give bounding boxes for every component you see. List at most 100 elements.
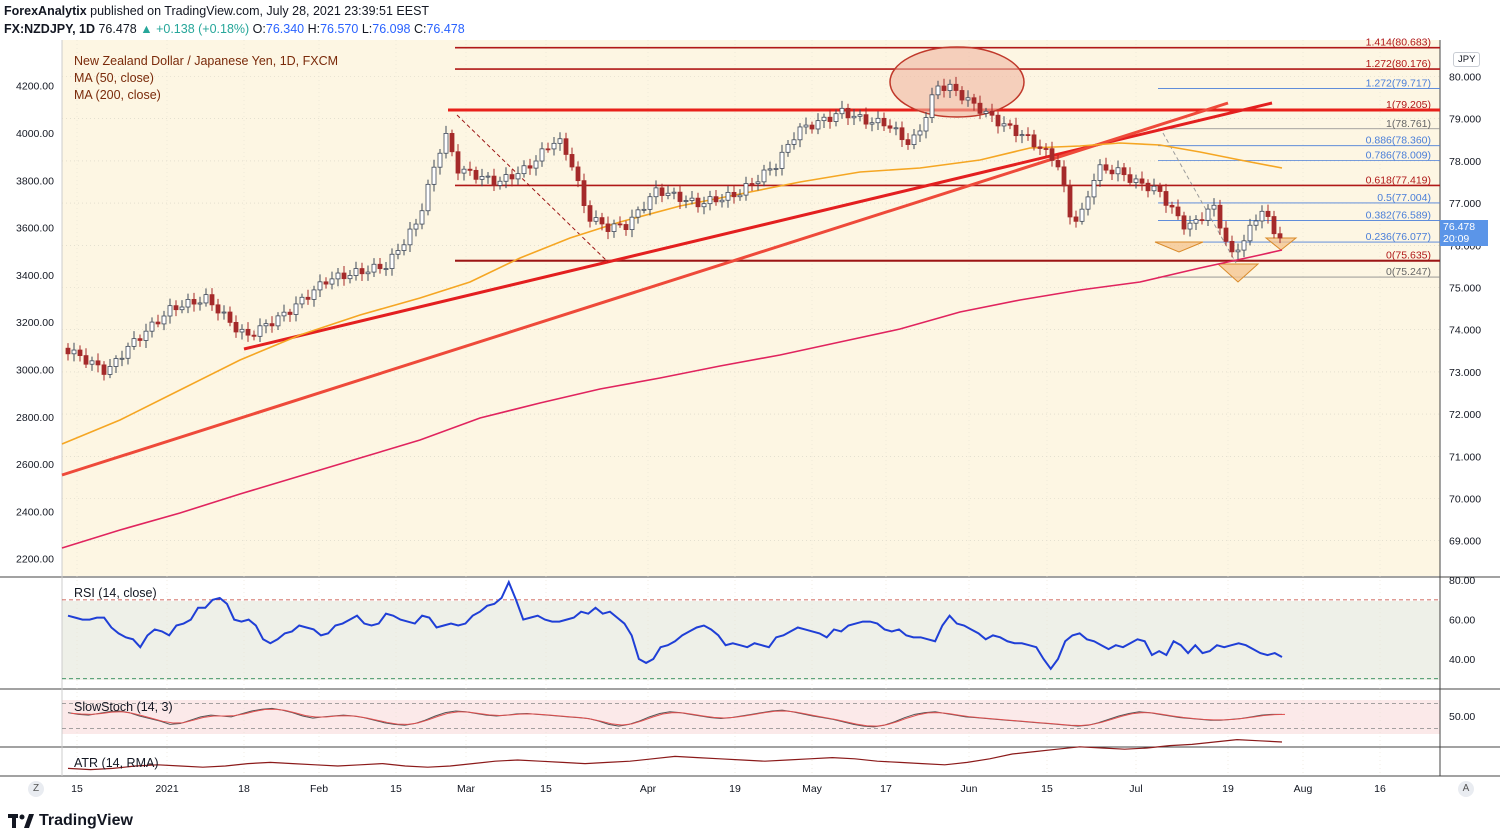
candle-body [77, 349, 83, 357]
candle-body [515, 173, 521, 180]
fib-label: 0.236(76.077) [1366, 231, 1431, 243]
zoom-icon[interactable]: Z [28, 781, 44, 797]
candle-body [257, 325, 263, 337]
candle-body [581, 180, 587, 206]
candle-body [1043, 148, 1049, 150]
symbol-line: FX:NZDJPY, 1D 76.478 ▲ +0.138 (+0.18%) O… [4, 22, 465, 36]
candle-body [449, 133, 455, 153]
candle-body [125, 345, 131, 359]
candle-body [1109, 169, 1115, 175]
candle-body [905, 139, 911, 145]
atr-pane-bg [62, 748, 1440, 776]
candle-body [1091, 180, 1097, 198]
left-axis-tick: 2400.00 [16, 506, 54, 518]
candle-body [65, 347, 71, 355]
last-price: 76.478 [98, 22, 137, 36]
candle-body [131, 338, 137, 347]
time-axis-tick: Apr [640, 783, 657, 795]
legend-rsi[interactable]: RSI (14, close) [74, 586, 157, 600]
publisher-name[interactable]: ForexAnalytix [4, 4, 87, 18]
legend-title[interactable]: New Zealand Dollar / Japanese Yen, 1D, F… [74, 54, 339, 68]
fib-label: 0.786(78.009) [1366, 150, 1431, 162]
candle-body [1223, 227, 1229, 242]
candle-body [335, 272, 341, 280]
time-axis-tick: Mar [457, 783, 476, 795]
candle-body [245, 328, 251, 336]
price-axis-tick: 72.000 [1449, 409, 1481, 421]
candle-body [1031, 134, 1037, 148]
candle-body [485, 175, 491, 178]
time-axis-tick: May [802, 783, 823, 795]
candle-body [161, 315, 167, 325]
legend-atr[interactable]: ATR (14, RMA) [74, 756, 159, 770]
candle-body [431, 166, 437, 185]
auto-scale-icon[interactable]: A [1458, 781, 1474, 797]
fib-label: 0.382(76.589) [1366, 209, 1431, 221]
time-axis-tick: Aug [1294, 783, 1313, 795]
time-axis-tick: 16 [1374, 783, 1386, 795]
candle-body [119, 357, 125, 360]
candle-body [533, 160, 539, 169]
candle-body [833, 113, 839, 122]
candle-body [959, 90, 965, 101]
candle-body [1001, 123, 1007, 127]
candle-body [683, 200, 689, 202]
legend-stoch[interactable]: SlowStoch (14, 3) [74, 700, 173, 714]
time-axis-tick: Feb [310, 783, 328, 795]
currency-badge[interactable]: JPY [1453, 52, 1481, 67]
candle-body [569, 154, 575, 168]
candle-body [473, 169, 479, 180]
left-axis-tick: 3200.00 [16, 317, 54, 329]
candle-body [923, 117, 929, 132]
candle-body [617, 223, 623, 226]
candle-body [689, 197, 695, 201]
time-axis-tick: 15 [390, 783, 402, 795]
candle-body [521, 165, 527, 175]
time-axis-tick: Jun [961, 783, 978, 795]
price-axis-tick: 77.000 [1449, 198, 1481, 210]
candle-body [389, 253, 395, 269]
rsi-band [62, 601, 1440, 680]
rsi-axis-tick: 40.00 [1449, 654, 1475, 666]
candle-body [1007, 123, 1013, 126]
candle-body [935, 85, 941, 96]
candle-body [1277, 233, 1283, 239]
candle-body [395, 250, 401, 255]
candle-body [947, 83, 953, 91]
footer-brand-text: TradingView [39, 812, 133, 829]
candle-body [1121, 167, 1127, 176]
candle-body [1217, 204, 1223, 229]
up-arrow-icon: ▲ [140, 22, 153, 36]
candle-body [359, 268, 365, 275]
candle-body [815, 120, 821, 130]
fib-label: 1.414(80.683) [1366, 37, 1431, 49]
open-value: 76.340 [265, 22, 305, 36]
legend-ma200[interactable]: MA (200, close) [74, 88, 161, 102]
candle-body [893, 127, 899, 130]
candle-body [437, 152, 443, 168]
candle-body [1049, 148, 1055, 161]
candle-body [977, 102, 983, 114]
candle-body [233, 321, 239, 333]
low-value: 76.098 [372, 22, 411, 36]
candle-body [1187, 222, 1193, 230]
high-label: H: [307, 22, 321, 36]
candle-body [95, 360, 101, 366]
candles [65, 76, 1283, 381]
symbol-label[interactable]: FX:NZDJPY, 1D [4, 22, 95, 36]
candle-body [1085, 196, 1091, 210]
candle-body [653, 187, 659, 198]
candle-body [1127, 174, 1133, 183]
candle-body [1037, 146, 1043, 149]
candle-body [1253, 220, 1259, 226]
fib-label: 1(78.761) [1386, 118, 1431, 130]
ma200-line [61, 249, 1283, 549]
candle-body [461, 168, 467, 174]
low-label: L: [361, 22, 373, 36]
candle-body [737, 194, 743, 198]
legend-ma50[interactable]: MA (50, close) [74, 71, 154, 85]
footer-brand[interactable]: TradingView [8, 812, 133, 830]
candle-body [1019, 134, 1025, 137]
candle-body [767, 168, 773, 171]
